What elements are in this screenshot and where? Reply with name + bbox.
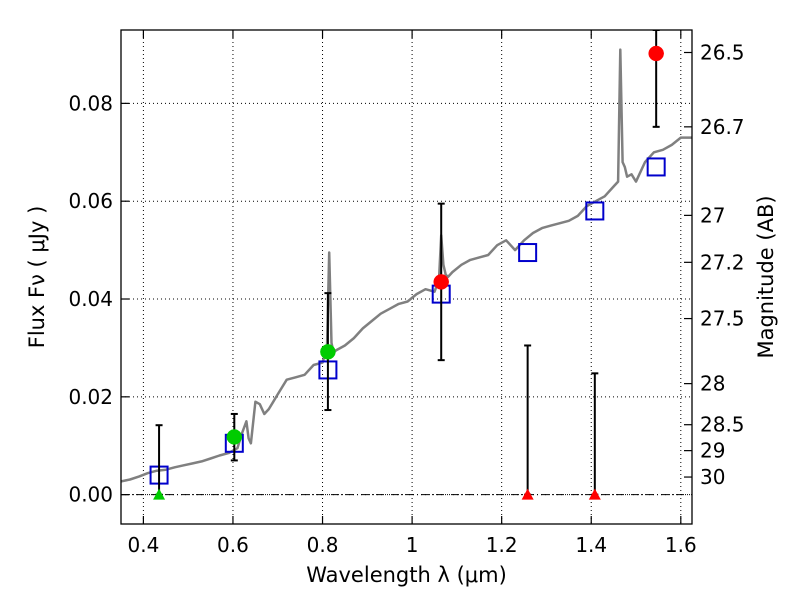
right-tick-label: 28 <box>700 372 725 396</box>
model-square-point <box>646 157 666 177</box>
right-tick-label: 26.7 <box>700 115 745 139</box>
x-tick-label: 0.4 <box>127 533 159 557</box>
y-tick-label: 0.08 <box>68 91 113 115</box>
right-tick-label: 27.5 <box>700 307 745 331</box>
right-tick-label: 27 <box>700 203 725 227</box>
y-tick-label: 0.02 <box>68 385 113 409</box>
measured-circle-point <box>433 274 449 290</box>
right-tick-label: 26.5 <box>700 40 745 64</box>
x-tick-label: 1.4 <box>575 533 607 557</box>
right-tick-label: 28.5 <box>700 413 745 437</box>
right-axis-title: Magnitude (AB) <box>754 195 778 358</box>
ticks <box>121 30 692 524</box>
y-tick-label: 0.06 <box>68 189 113 213</box>
upper-limit-triangle <box>153 488 166 500</box>
error-bar <box>652 30 660 128</box>
right-tick-label: 29 <box>700 439 725 463</box>
measured-circle-point <box>226 429 243 445</box>
y-tick-label: 0.04 <box>68 287 113 311</box>
plot-frame <box>120 29 693 525</box>
error-bar <box>524 344 532 496</box>
measured-circle-point <box>320 344 336 360</box>
right-tick-label: 30 <box>700 465 725 489</box>
upper-limit-triangle <box>521 488 534 500</box>
model-square-point <box>585 201 605 221</box>
x-tick-label: 0.6 <box>217 533 249 557</box>
x-axis-title: Wavelength λ (μm) <box>306 563 507 587</box>
plot-area <box>121 30 692 496</box>
y-axis-title: Flux Fν ( μJy ) <box>25 206 49 349</box>
y-tick-label: 0.00 <box>68 483 113 507</box>
measured-circle-point <box>648 45 664 62</box>
x-tick-label: 1.2 <box>486 533 518 557</box>
spectrum-line <box>121 48 692 483</box>
grid <box>121 30 692 524</box>
x-tick-label: 0.8 <box>307 533 339 557</box>
error-bar <box>591 372 599 496</box>
right-tick-label: 27.2 <box>700 250 745 274</box>
upper-limit-triangle <box>588 488 601 500</box>
x-tick-label: 1.6 <box>665 533 697 557</box>
x-tick-label: 1 <box>406 533 419 557</box>
model-square-point <box>518 243 538 263</box>
